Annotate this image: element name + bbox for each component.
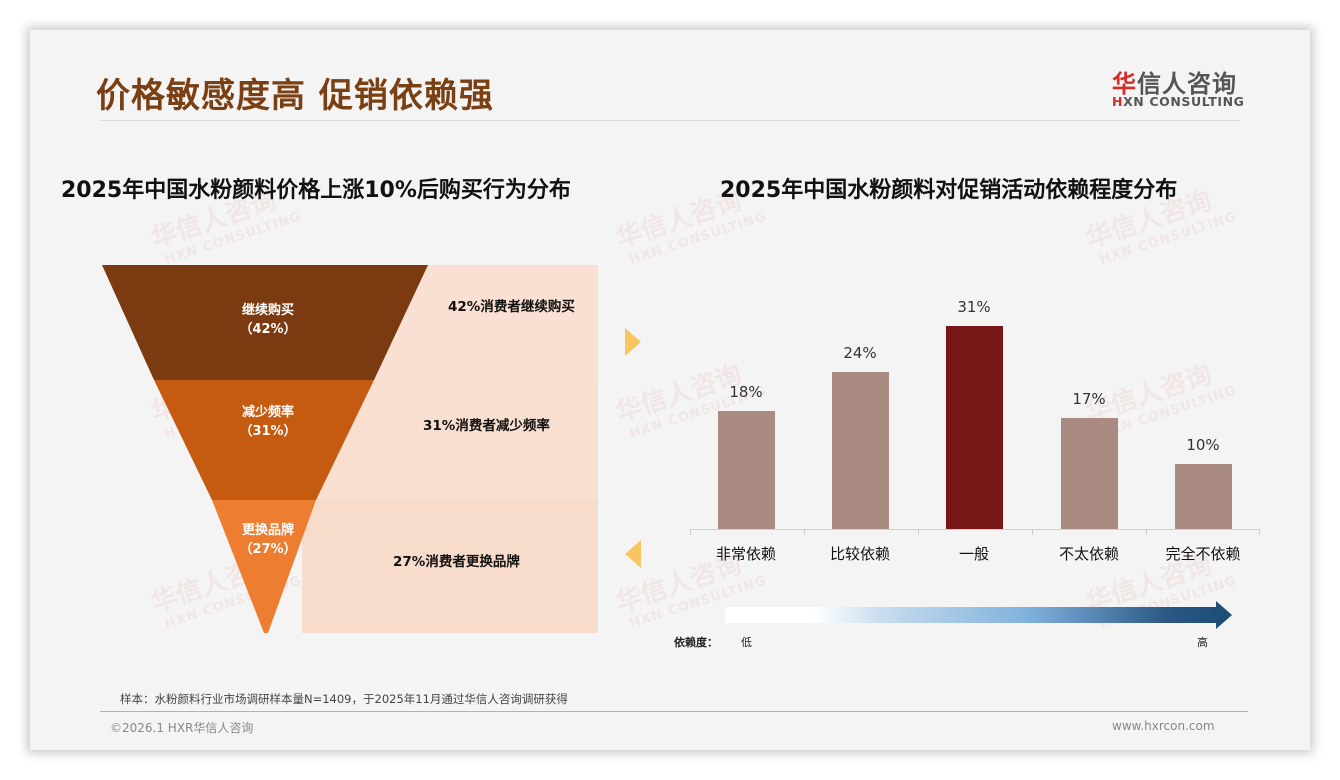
bar-value: 24% [843, 344, 877, 362]
footer-divider [100, 711, 1248, 712]
funnel-desc-band-3 [302, 500, 598, 633]
triangle-left-icon [625, 540, 641, 568]
copyright: ©2026.1 HXR华信人咨询 [110, 721, 254, 735]
company-logo: 华信人咨询 [1112, 64, 1237, 99]
funnel-label-1: 继续购买 （42%） [239, 303, 297, 337]
bar-value: 10% [1186, 436, 1220, 454]
x-axis-label: 非常依赖 [715, 545, 776, 563]
x-axis-label: 完全不依赖 [1165, 545, 1241, 563]
funnel-segment-continue [102, 265, 428, 380]
gradient-legend-label: 依赖度： [674, 636, 718, 649]
bar-value: 18% [729, 383, 763, 401]
funnel-segment-switch [212, 500, 316, 633]
company-logo-en: HXN CONSULTING [1112, 94, 1245, 109]
x-axis-label: 不太依赖 [1058, 545, 1119, 563]
x-axis-label: 一般 [958, 545, 989, 563]
logo-name: 信人咨询 [1137, 70, 1237, 98]
axis-tick [1146, 529, 1147, 535]
title-divider [100, 120, 1240, 121]
axis-tick [918, 529, 919, 535]
bar-chart-title: 2025年中国水粉颜料对促销活动依赖程度分布 [720, 178, 1178, 203]
gradient-high-label: 高 [1197, 636, 1208, 649]
bar-value: 31% [957, 298, 991, 316]
bar-neutral [946, 326, 1003, 529]
source-note: 样本：水粉颜料行业市场调研样本量N=1409，于2025年11月通过华信人咨询调… [120, 692, 568, 706]
funnel-desc-2: 31%消费者减少频率 [423, 418, 550, 434]
arrow-right-icon [1216, 601, 1232, 629]
bar-value: 17% [1072, 390, 1106, 408]
bar-slightly-dependent [1061, 418, 1118, 529]
logo-en-name: XN CONSULTING [1123, 94, 1245, 109]
triangle-right-icon [625, 328, 641, 356]
dependency-gradient-bar [725, 607, 1218, 623]
website-link[interactable]: www.hxrcon.com [1112, 719, 1215, 733]
axis-tick [1259, 529, 1260, 535]
axis-tick [1032, 529, 1033, 535]
logo-en-mark: H [1112, 94, 1124, 109]
gradient-low-label: 低 [741, 636, 752, 649]
axis-tick [804, 529, 805, 535]
funnel-label-2: 减少频率 （31%） [239, 405, 297, 439]
bar-very-dependent [718, 411, 775, 529]
page-title: 价格敏感度高 促销依赖强 [96, 76, 494, 116]
x-axis-label: 比较依赖 [829, 545, 890, 563]
funnel-segment-reduce [154, 380, 374, 500]
funnel-desc-1: 42%消费者继续购买 [448, 299, 575, 315]
funnel-desc-3: 27%消费者更换品牌 [393, 554, 520, 570]
funnel-label-3: 更换品牌 （27%） [239, 523, 297, 557]
axis-tick [690, 529, 691, 535]
x-axis [690, 529, 1260, 530]
bar-fairly-dependent [832, 372, 889, 529]
funnel-chart [102, 265, 428, 633]
slide: 价格敏感度高 促销依赖强 华信人咨询 HXN CONSULTING 华信人咨询 H… [30, 30, 1310, 750]
funnel-chart-title: 2025年中国水粉颜料价格上涨10%后购买行为分布 [61, 178, 571, 203]
logo-mark: 华 [1112, 70, 1137, 98]
bar-not-dependent [1175, 464, 1232, 529]
